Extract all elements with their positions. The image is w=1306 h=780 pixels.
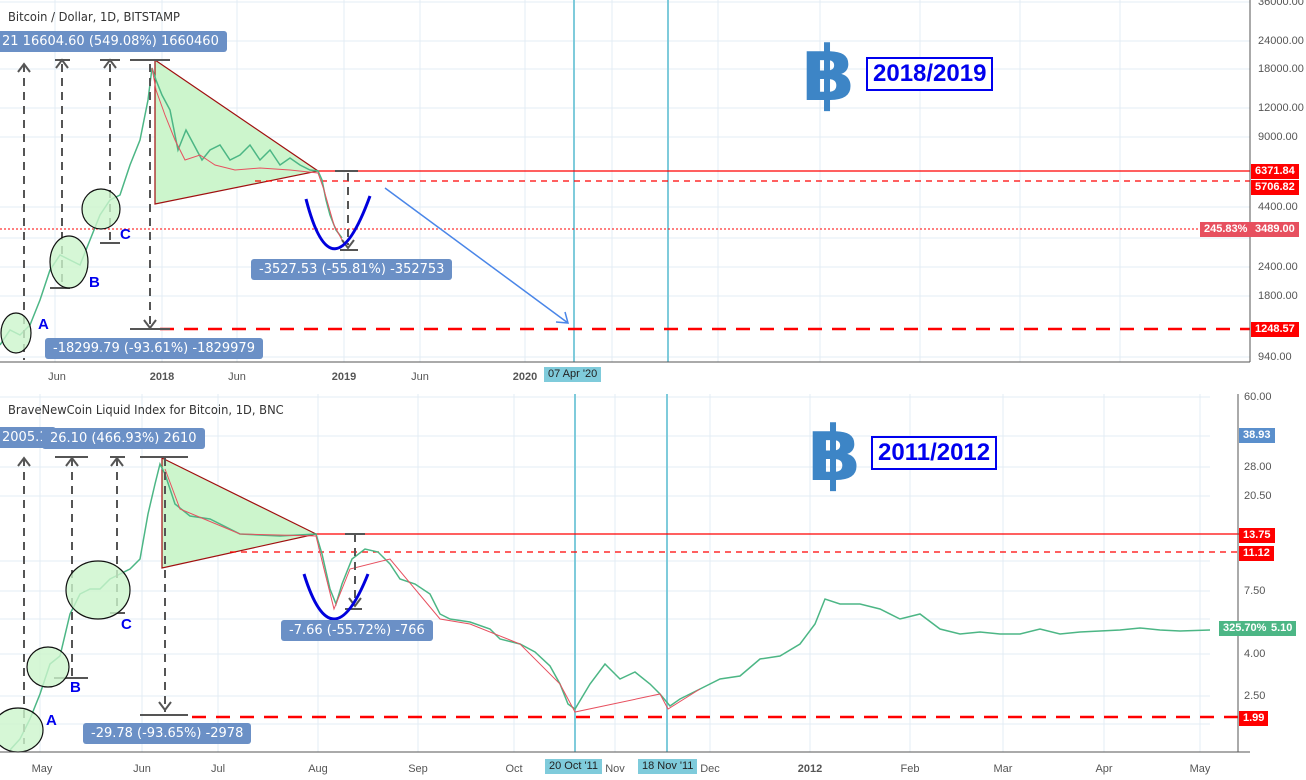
measure-rise-prev-bottom: 2005.1 xyxy=(0,427,56,448)
bitcoin-icon: ฿ xyxy=(808,409,861,498)
top-chart-canvas[interactable] xyxy=(0,0,1306,385)
measure-drop-top: -18299.79 (-93.61%) -1829979 xyxy=(45,338,263,359)
x-tick: Jun xyxy=(228,371,246,383)
x-tick: 2020 xyxy=(512,371,538,383)
wave-label-c: C xyxy=(121,616,132,633)
y-tick: 7.50 xyxy=(1244,585,1266,597)
price-tag-resistance: 13.75 xyxy=(1239,528,1275,543)
price-tag-current: 3489.00 xyxy=(1251,222,1299,237)
measure-drop-bottom: -29.78 (-93.65%) -2978 xyxy=(83,723,252,744)
x-tick: Apr xyxy=(1095,763,1113,775)
top-chart-pane[interactable]: Bitcoin / Dollar, 1D, BITSTAMP 21 16604.… xyxy=(0,0,1306,385)
bottom-chart-canvas[interactable] xyxy=(0,394,1306,780)
y-tick: 12000.00 xyxy=(1258,102,1304,114)
x-tick: Aug xyxy=(308,763,328,775)
x-tick: Jun xyxy=(48,371,66,383)
x-tick: 2012 xyxy=(797,763,823,775)
y-tick: 4400.00 xyxy=(1258,201,1298,213)
bottom-chart-pane[interactable]: BraveNewCoin Liquid Index for Bitcoin, 1… xyxy=(0,391,1306,780)
y-tick: 2.50 xyxy=(1244,690,1266,702)
x-tick: May xyxy=(31,763,53,775)
measure-bowl-top: -3527.53 (-55.81%) -352753 xyxy=(251,259,453,280)
x-tick: Nov xyxy=(605,763,625,775)
wave-label-a: A xyxy=(46,712,57,729)
measure-bowl-bottom: -7.66 (-55.72%) -766 xyxy=(281,620,433,641)
y-tick: 4.00 xyxy=(1244,648,1266,660)
y-tick: 2400.00 xyxy=(1258,261,1298,273)
wave-label-c: C xyxy=(120,226,131,243)
bitcoin-icon: ฿ xyxy=(802,29,855,118)
x-tick: Mar xyxy=(993,763,1013,775)
price-tag-pct: 245.83% xyxy=(1200,222,1252,237)
x-tick: Feb xyxy=(900,763,920,775)
price-tag-resistance: 6371.84 xyxy=(1251,164,1299,179)
price-tag-target: 1.99 xyxy=(1239,711,1269,726)
y-tick: 60.00 xyxy=(1244,391,1272,403)
period-label-bottom: 2011/2012 xyxy=(871,436,998,470)
period-label-top: 2018/2019 xyxy=(866,57,994,91)
x-tick: Oct xyxy=(505,763,523,775)
y-tick: 18000.00 xyxy=(1258,63,1304,75)
y-tick: 24000.00 xyxy=(1258,35,1304,47)
x-tick: Sep xyxy=(408,763,428,775)
y-tick: 36000.00 xyxy=(1258,0,1304,8)
price-tag-target: 1248.57 xyxy=(1251,322,1299,337)
wave-label-b: B xyxy=(70,679,81,696)
y-tick: 1800.00 xyxy=(1258,290,1298,302)
price-tag-pct: 325.70% xyxy=(1219,621,1271,636)
x-tick: Jul xyxy=(210,763,226,775)
y-tick: 28.00 xyxy=(1244,461,1272,473)
wave-label-b: B xyxy=(89,274,100,291)
bottom-chart-title: BraveNewCoin Liquid Index for Bitcoin, 1… xyxy=(8,402,284,417)
top-chart-title: Bitcoin / Dollar, 1D, BITSTAMP xyxy=(8,9,180,24)
price-tag-support: 11.12 xyxy=(1239,546,1274,561)
y-tick: 9000.00 xyxy=(1258,131,1298,143)
cursor-date-tag: 20 Oct '11 xyxy=(545,759,602,774)
x-tick: 2019 xyxy=(331,371,357,383)
price-tag-high: 38.93 xyxy=(1239,428,1275,443)
x-tick: Jun xyxy=(133,763,151,775)
measure-rise-top: 21 16604.60 (549.08%) 1660460 xyxy=(0,31,227,52)
measure-rise-bottom: 26.10 (466.93%) 2610 xyxy=(42,428,205,449)
cursor-date-tag: 07 Apr '20 xyxy=(544,367,602,382)
wave-label-a: A xyxy=(38,316,49,333)
x-tick: Dec xyxy=(700,763,720,775)
price-tag-support: 5706.82 xyxy=(1251,180,1299,195)
x-tick: 2018 xyxy=(149,371,175,383)
y-tick: 940.00 xyxy=(1258,351,1292,363)
price-tag-current: 5.10 xyxy=(1267,621,1297,636)
cursor-date-tag: 18 Nov '11 xyxy=(638,759,698,774)
y-tick: 20.50 xyxy=(1244,490,1272,502)
x-tick: Jun xyxy=(411,371,429,383)
x-tick: May xyxy=(1189,763,1211,775)
